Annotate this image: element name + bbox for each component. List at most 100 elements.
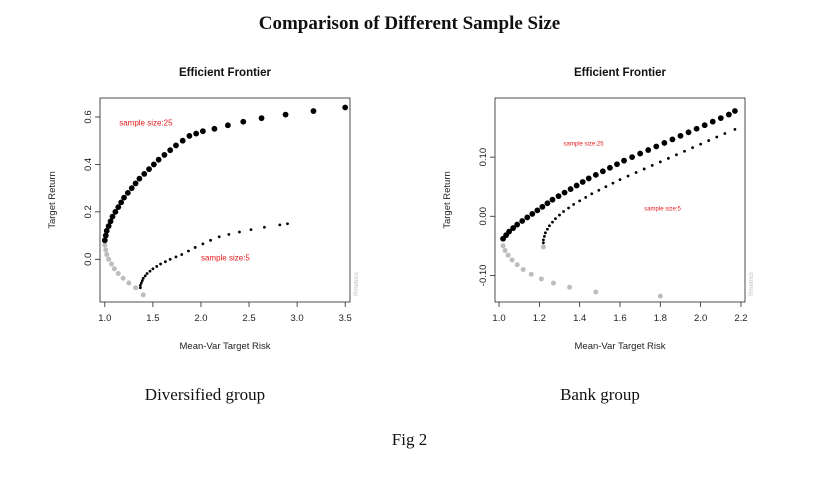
- data-point: [524, 214, 531, 221]
- data-point: [562, 210, 565, 213]
- data-point: [120, 275, 126, 281]
- data-point: [669, 136, 676, 143]
- data-point: [150, 161, 157, 168]
- data-point: [541, 238, 545, 242]
- data-point: [685, 129, 692, 136]
- data-point: [529, 210, 536, 217]
- data-point: [539, 203, 546, 210]
- data-point: [573, 182, 580, 189]
- data-point: [715, 135, 719, 139]
- series-annotation: sample size:25: [564, 141, 605, 147]
- data-point: [151, 267, 155, 271]
- data-point: [115, 271, 121, 277]
- data-point: [550, 280, 556, 286]
- data-point: [691, 146, 694, 150]
- data-point: [141, 276, 145, 280]
- data-point: [541, 241, 545, 245]
- data-point: [514, 221, 521, 228]
- x-tick-label: 2.0: [194, 313, 207, 324]
- data-point: [585, 175, 592, 182]
- data-point: [193, 246, 197, 249]
- data-point: [104, 252, 110, 258]
- data-point: [278, 223, 282, 227]
- data-point: [604, 185, 608, 189]
- data-point: [629, 154, 635, 161]
- y-tick-label: 0.6: [83, 110, 94, 123]
- rmetrics-watermark: Rmetrics: [354, 272, 360, 296]
- data-point: [717, 115, 724, 122]
- data-point: [107, 218, 114, 225]
- y-axis-label: Target Return: [442, 171, 453, 229]
- efficient-frontier-chart-bank: Efficient Frontier 1.0 1.2 1.4 1.6 1.8 2.0 2.2 -…: [442, 67, 755, 352]
- data-point: [597, 188, 601, 192]
- data-point: [126, 280, 132, 286]
- data-point: [112, 208, 119, 215]
- data-point: [593, 289, 599, 295]
- data-point: [661, 140, 668, 146]
- x-tick-label: 1.5: [146, 313, 159, 324]
- data-point: [201, 242, 205, 246]
- data-point: [133, 285, 139, 291]
- data-point: [286, 222, 289, 226]
- data-point: [145, 272, 149, 275]
- efficient-frontier-chart-diversified: Efficient Frontier 1.0 1.5 2.0 2.5 3.0 3.5 0.0 0…: [47, 67, 360, 352]
- y-tick-label: 0.0: [83, 253, 94, 266]
- data-point: [650, 164, 654, 167]
- data-point: [645, 147, 652, 153]
- data-point: [520, 266, 526, 272]
- data-point: [509, 257, 515, 263]
- data-point: [666, 156, 670, 160]
- data-point: [725, 111, 732, 118]
- data-point: [187, 249, 190, 253]
- data-point: [174, 255, 178, 259]
- data-point: [554, 217, 557, 221]
- data-point: [155, 265, 159, 268]
- data-point: [657, 293, 663, 299]
- data-point: [109, 213, 116, 220]
- x-axis-label: Mean-Var Target Risk: [180, 341, 271, 352]
- data-point: [146, 166, 152, 173]
- data-point: [163, 260, 167, 264]
- data-point: [510, 225, 517, 231]
- data-point: [693, 125, 700, 132]
- data-point: [555, 193, 562, 200]
- y-tick-label: 0.2: [83, 205, 94, 218]
- rmetrics-watermark: Rmetrics: [749, 272, 755, 296]
- series-annotation: sample size:5: [201, 253, 250, 262]
- data-point: [263, 225, 266, 229]
- page-title: Comparison of Different Sample Size: [258, 13, 561, 34]
- data-point: [140, 279, 144, 283]
- data-point: [136, 175, 143, 182]
- data-point: [118, 199, 125, 206]
- data-point: [258, 115, 265, 122]
- data-point: [310, 108, 317, 114]
- plot-frame: [494, 97, 746, 303]
- data-point: [538, 276, 544, 282]
- data-point: [544, 200, 551, 207]
- data-point: [634, 171, 638, 174]
- data-point: [141, 171, 148, 177]
- data-point: [579, 179, 586, 185]
- data-point: [180, 253, 184, 256]
- data-point: [733, 127, 737, 131]
- data-point: [637, 150, 644, 157]
- x-tick-label: 2.5: [242, 313, 255, 324]
- data-point: [124, 189, 131, 196]
- data-point: [132, 180, 139, 187]
- x-tick-label: 1.4: [573, 313, 586, 324]
- data-point: [282, 111, 289, 118]
- data-point: [103, 227, 110, 234]
- data-point: [567, 186, 574, 192]
- data-point: [143, 274, 147, 278]
- data-point: [540, 244, 546, 250]
- x-tick-label: 2.2: [734, 313, 747, 324]
- chart-title: Efficient Frontier: [179, 67, 272, 79]
- data-point: [140, 292, 146, 298]
- data-point: [342, 104, 349, 111]
- data-point: [211, 125, 218, 132]
- data-point: [506, 228, 513, 235]
- x-tick-label: 1.8: [654, 313, 667, 324]
- data-point: [546, 227, 549, 231]
- series-annotation: sample size:5: [644, 206, 681, 212]
- data-point: [161, 152, 168, 158]
